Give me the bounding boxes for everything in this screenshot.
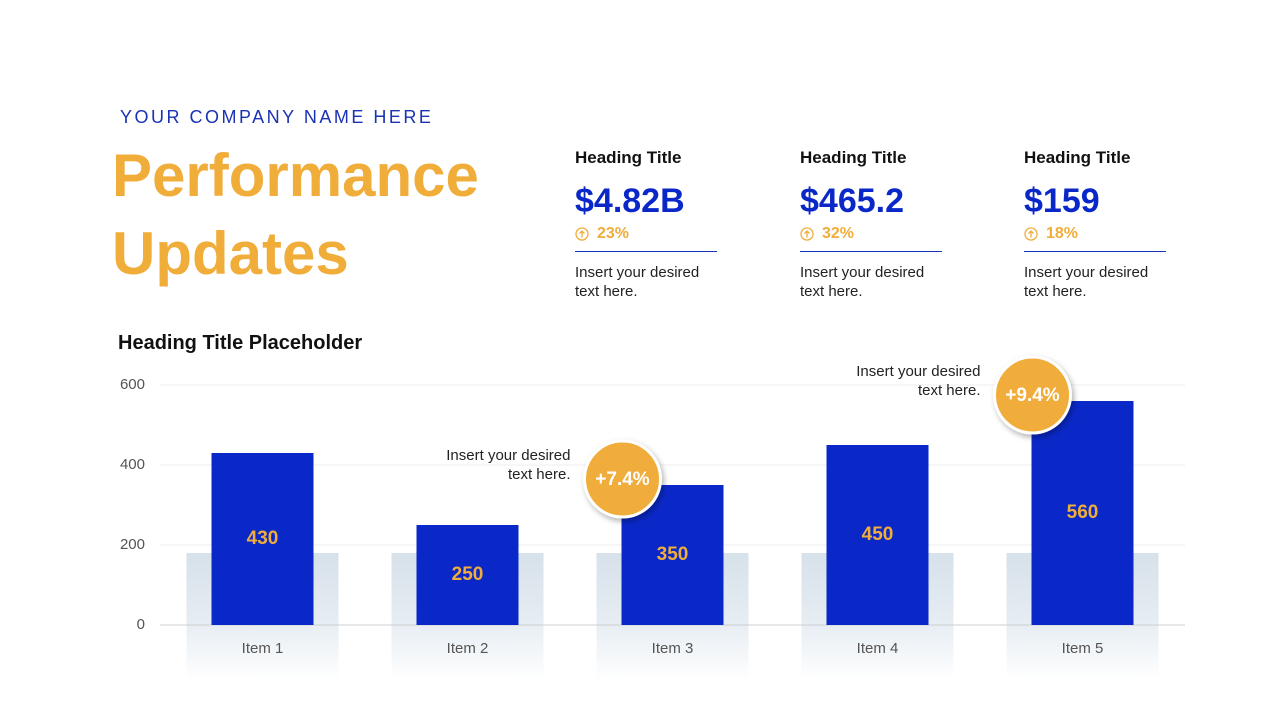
bar xyxy=(1031,401,1134,625)
divider xyxy=(1024,251,1166,252)
chart-title: Heading Title Placeholder xyxy=(118,332,363,354)
bar xyxy=(211,453,314,625)
x-tick-label: Item 3 xyxy=(652,640,694,657)
kpi-change: 23% xyxy=(575,225,717,243)
kpi-value: $4.82B xyxy=(575,182,685,220)
x-tick-label: Item 4 xyxy=(857,640,899,657)
badge-label: +7.4% xyxy=(595,469,650,490)
y-tick-label: 200 xyxy=(120,536,145,553)
y-tick-label: 0 xyxy=(137,616,145,633)
x-tick-label: Item 5 xyxy=(1062,640,1104,657)
value-label: 250 xyxy=(452,564,484,585)
bar xyxy=(826,445,929,625)
kpi-card: Heading Title $4.82B 23% Insert your desire… xyxy=(575,148,717,302)
up-icon xyxy=(800,227,814,241)
kpi-change: 32% xyxy=(800,225,942,243)
kpi-change: 18% xyxy=(1024,225,1166,243)
kpi-text: Insert your desired text here. xyxy=(575,264,700,300)
kpi-heading: Heading Title xyxy=(575,148,682,167)
divider xyxy=(800,251,942,252)
value-label: 430 xyxy=(247,528,279,549)
up-icon xyxy=(575,227,589,241)
value-label: 560 xyxy=(1067,502,1099,523)
bar xyxy=(416,525,519,625)
badge-label: +9.4% xyxy=(1005,385,1060,406)
y-tick-label: 400 xyxy=(120,456,145,473)
kpi-text: Insert your desired text here. xyxy=(1024,264,1149,300)
kpi-value: $465.2 xyxy=(800,182,904,220)
kpi-card: Heading Title $465.2 32% Insert your desire… xyxy=(800,148,942,302)
kpi-heading: Heading Title xyxy=(800,148,907,167)
kpi-change-value: 23% xyxy=(597,225,630,242)
divider xyxy=(575,251,717,252)
title: Updates xyxy=(112,220,349,287)
value-label: 350 xyxy=(657,544,689,565)
badge xyxy=(583,439,662,519)
kpi-text: Insert your desired text here. xyxy=(800,264,925,300)
kpi-change-value: 18% xyxy=(1046,225,1079,242)
kpi-card: Heading Title $159 18% Insert your desired … xyxy=(1024,148,1166,302)
annotation-text: Insert your desired text here. xyxy=(446,447,571,483)
x-tick-label: Item 1 xyxy=(242,640,284,657)
kpi-value: $159 xyxy=(1024,182,1100,220)
y-tick-label: 600 xyxy=(120,376,145,393)
kpi-heading: Heading Title xyxy=(1024,148,1131,167)
annotation-text: Insert your desired text here. xyxy=(856,363,981,399)
up-icon xyxy=(1024,227,1038,241)
x-tick-label: Item 2 xyxy=(447,640,489,657)
badge xyxy=(993,355,1072,435)
title: Performance xyxy=(112,142,479,209)
company-name: YOUR COMPANY NAME HERE xyxy=(120,107,434,127)
kpi-change-value: 32% xyxy=(822,225,855,242)
value-label: 450 xyxy=(862,524,894,545)
